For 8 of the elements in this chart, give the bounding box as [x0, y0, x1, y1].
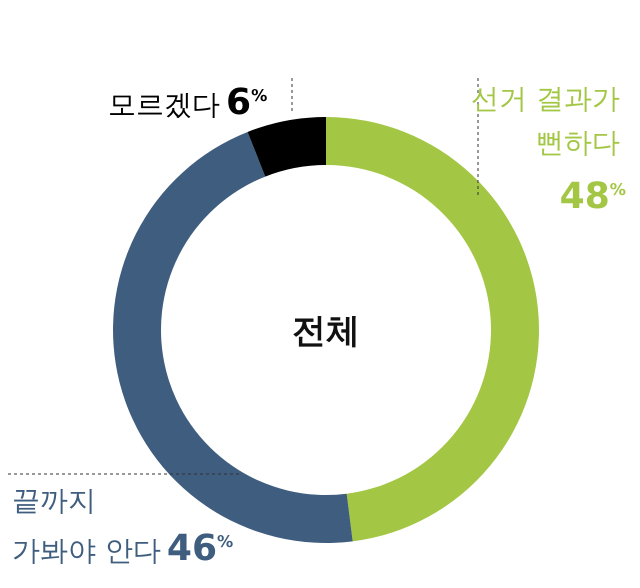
slice-label: 선거 결과가 뻔하다 [471, 82, 620, 159]
data-label: 46$^{%}$ [166, 528, 234, 569]
donut-slice [248, 117, 326, 177]
data-label: 6$^{%}$ [226, 82, 268, 123]
text: 전체 [292, 311, 360, 351]
data-label: 48$^{%}$ [560, 176, 626, 217]
slice-label: 모르겠다 [108, 88, 220, 121]
slice-label: 끝까지 가봐야 안다 [12, 484, 161, 567]
